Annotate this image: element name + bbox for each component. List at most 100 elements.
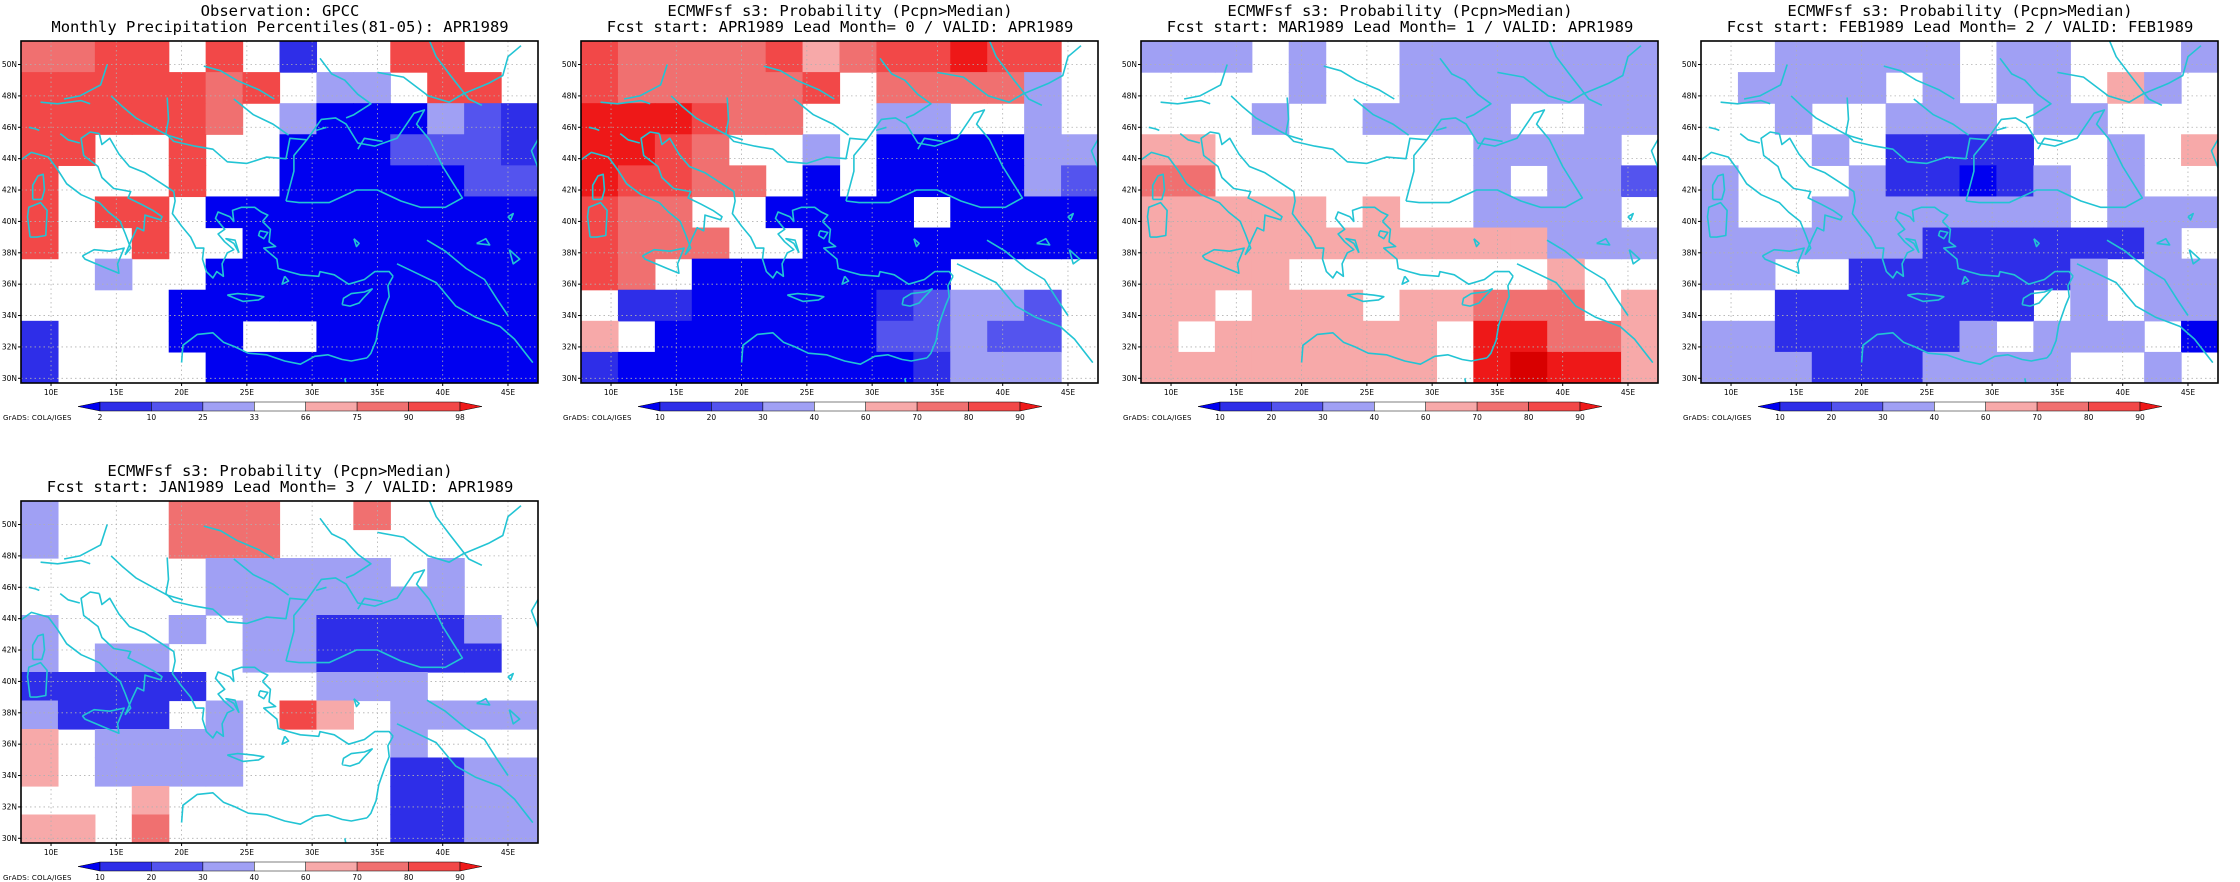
grid-cell	[1621, 103, 1658, 135]
y-tick-label: 44N	[2, 614, 17, 623]
colorbar: 10 20 30 40 60 70 80 90	[77, 861, 483, 882]
x-tick-label: 20E	[174, 848, 189, 857]
x-tick-label: 30E	[1985, 388, 2000, 397]
grid-cell	[21, 103, 59, 135]
grid-cell	[1214, 320, 1253, 353]
colorbar-segment	[814, 401, 866, 412]
y-tick-label: 40N	[2, 217, 17, 226]
grid-cell	[581, 72, 619, 104]
grid-cell	[1251, 320, 1290, 353]
colorbar-label: 40	[1930, 413, 1940, 422]
grid-cell	[353, 289, 391, 322]
grid-cell	[1584, 320, 1622, 353]
y-tick-label: 34N	[2, 771, 17, 780]
colorbar-label: 60	[1421, 413, 1431, 422]
grid-cell	[1885, 103, 1924, 135]
y-tick-label: 30N	[562, 374, 577, 383]
y-tick-label: 44N	[562, 154, 577, 163]
grid-cell	[205, 586, 244, 616]
grid-cell	[353, 103, 391, 135]
colorbar-segment	[1219, 401, 1272, 412]
grid-cell	[390, 672, 428, 702]
x-tick-label: 25E	[800, 388, 815, 397]
grid-cell	[2033, 196, 2071, 229]
grid-cell	[1251, 196, 1290, 229]
grid-cell	[581, 258, 619, 291]
map-frame	[580, 40, 1099, 384]
x-tick-label: 20E	[1294, 388, 1309, 397]
grid-cell	[242, 258, 281, 291]
grid-cell	[464, 258, 502, 291]
grid-cell	[353, 351, 391, 383]
grid-cell	[1510, 289, 1548, 322]
grid-cell	[427, 258, 465, 291]
grid-cell	[1774, 103, 1813, 135]
grid-cell	[876, 320, 914, 353]
map-plot: 10E 15E 20E 25E 30E 35E 40E 45E 50N 48N 46N 44N 42N 4…	[562, 40, 1099, 422]
y-tick-label: 40N	[562, 217, 577, 226]
grid-cell	[1473, 351, 1511, 383]
grid-cell	[1141, 227, 1179, 260]
shaded-cells	[21, 41, 538, 383]
grid-cell	[1959, 227, 1998, 260]
grid-cell	[1811, 351, 1850, 383]
grid-cell	[131, 729, 170, 759]
grid-cell	[1737, 72, 1776, 104]
colorbar-label: 2	[98, 413, 103, 422]
y-tick-label: 42N	[562, 186, 577, 195]
grid-cell	[913, 72, 951, 104]
grid-cell	[464, 320, 502, 353]
grid-cell	[501, 757, 538, 787]
grid-cell	[2033, 320, 2071, 353]
grid-cell	[501, 227, 538, 260]
grads-credit: GrADS: COLA/IGES	[3, 414, 72, 422]
grid-cell	[876, 196, 914, 229]
colorbar-label: 10	[1775, 413, 1785, 422]
grid-cell	[765, 289, 804, 322]
grid-cell	[57, 103, 96, 135]
y-tick-label: 46N	[1122, 123, 1137, 132]
grid-cell	[21, 165, 59, 198]
colorbar-label: 70	[912, 413, 922, 422]
grid-cell	[427, 351, 465, 383]
grid-cell	[316, 700, 354, 730]
panel-subtitle: Fcst start: APR1989 Lead Month= 0 / VALI…	[606, 18, 1074, 36]
grid-cell	[987, 320, 1025, 353]
grid-cell	[1885, 134, 1924, 166]
map-frame	[1700, 40, 2219, 384]
y-tick-label: 38N	[1122, 248, 1137, 257]
grid-cell	[1399, 351, 1438, 383]
x-tick-label: 15E	[109, 388, 124, 397]
grid-cell	[390, 700, 428, 730]
colorbar-segment	[1579, 401, 1603, 412]
colorbar-segment	[151, 861, 204, 872]
y-tick-label: 32N	[1682, 342, 1697, 351]
grid-cell	[390, 615, 428, 645]
grid-cell	[1510, 72, 1548, 104]
grid-cell	[1774, 41, 1813, 73]
grid-cell	[876, 41, 914, 73]
grid-cell	[168, 289, 207, 322]
colorbar-segment	[356, 861, 409, 872]
grid-cell	[876, 72, 914, 104]
colorbar-segment	[1322, 401, 1375, 412]
colorbar-segment	[2139, 401, 2163, 412]
colorbar-label: 90	[1015, 413, 1025, 422]
grid-cell	[94, 700, 133, 730]
grid-cell	[654, 41, 693, 73]
grid-cell	[1436, 227, 1474, 260]
grid-cell	[765, 258, 804, 291]
y-tick-label: 36N	[562, 280, 577, 289]
y-tick-label: 46N	[1682, 123, 1697, 132]
x-tick-label: 20E	[1854, 388, 1869, 397]
grid-cell	[1584, 41, 1622, 73]
grid-cell	[21, 814, 59, 843]
grid-cell	[1774, 227, 1813, 260]
grid-cell	[1701, 196, 1739, 229]
grid-cell	[617, 289, 656, 322]
y-tick-label: 32N	[562, 342, 577, 351]
grid-cell	[242, 72, 281, 104]
y-tick-label: 30N	[1122, 374, 1137, 383]
grid-cell	[390, 814, 428, 843]
panel-subtitle: Monthly Precipitation Percentiles(81-05)…	[51, 18, 509, 36]
